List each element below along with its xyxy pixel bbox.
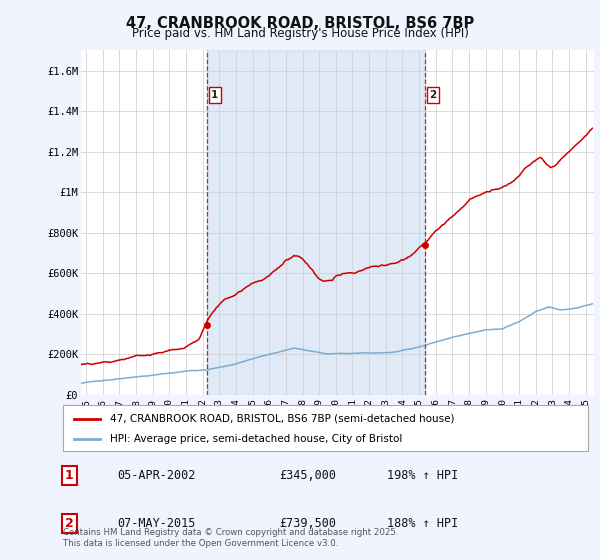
Text: 05-APR-2002: 05-APR-2002 [117, 469, 196, 482]
Text: HPI: Average price, semi-detached house, City of Bristol: HPI: Average price, semi-detached house,… [110, 435, 403, 444]
Text: Price paid vs. HM Land Registry's House Price Index (HPI): Price paid vs. HM Land Registry's House … [131, 27, 469, 40]
Text: 198% ↑ HPI: 198% ↑ HPI [387, 469, 458, 482]
Text: 07-MAY-2015: 07-MAY-2015 [117, 517, 196, 530]
Text: Contains HM Land Registry data © Crown copyright and database right 2025.
This d: Contains HM Land Registry data © Crown c… [63, 528, 398, 548]
Text: £739,500: £739,500 [279, 517, 336, 530]
Text: 1: 1 [65, 469, 73, 482]
Text: 47, CRANBROOK ROAD, BRISTOL, BS6 7BP: 47, CRANBROOK ROAD, BRISTOL, BS6 7BP [126, 16, 474, 31]
Text: 2: 2 [65, 517, 73, 530]
Text: £345,000: £345,000 [279, 469, 336, 482]
Text: 2: 2 [429, 90, 437, 100]
Text: 1: 1 [211, 90, 218, 100]
Text: 47, CRANBROOK ROAD, BRISTOL, BS6 7BP (semi-detached house): 47, CRANBROOK ROAD, BRISTOL, BS6 7BP (se… [110, 414, 455, 424]
Bar [207, 50, 425, 395]
Text: 188% ↑ HPI: 188% ↑ HPI [387, 517, 458, 530]
